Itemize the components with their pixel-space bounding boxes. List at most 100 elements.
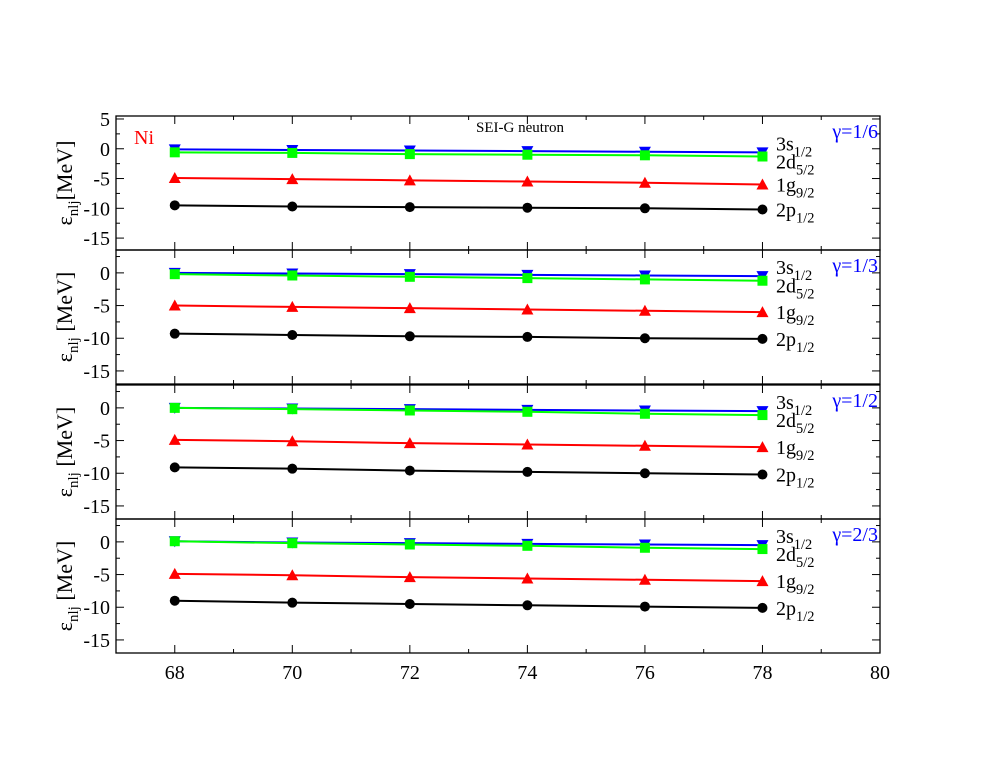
panel-4-label-1g9-2: 1g9/2 <box>776 571 814 598</box>
panel-1-series-2d5-2-point <box>404 149 415 160</box>
panel-4-ytick-label: -15 <box>83 630 110 652</box>
panel-4-label-1g9-2-subscript: 9/2 <box>796 582 814 598</box>
panel-2-series-1g9-2-point <box>168 299 181 311</box>
panel-4-series-1g9-2-point <box>403 571 416 583</box>
panel-1-series-2d5-2-point <box>287 147 298 158</box>
panel-2-series-1g9-2-point <box>521 303 534 315</box>
panel-4-label-3s1-2: 3s1/2 <box>776 526 812 553</box>
panel-4-series-2p1-2-point <box>404 598 415 609</box>
panel-2-label-1g9-2: 1g9/2 <box>776 302 814 329</box>
panel-1-series-3s1-2-line <box>174 148 763 154</box>
panel-4-label-2d5-2-subscript: 5/2 <box>796 555 814 571</box>
ylabel-epsilon: ε <box>52 353 77 362</box>
panel-4-label-1g9-2-main: 1g <box>776 571 796 593</box>
panel-3-series-2d5-2-point <box>404 405 415 416</box>
panel-2-label-1g9-2-subscript: 9/2 <box>796 313 814 329</box>
panel-3-ytick-label: -10 <box>83 463 110 485</box>
panel-3-series-2p1-2-point <box>287 463 298 474</box>
panel-2-series-1g9-2-point <box>403 302 416 314</box>
panel-3-label-2d5-2-subscript: 5/2 <box>796 421 814 437</box>
panel-4-series-2d5-2-point <box>757 544 768 555</box>
panel-4-label-3s1-2-subscript: 1/2 <box>794 537 812 553</box>
panel-2-series-1g9-2-point <box>756 306 769 318</box>
panel-4-ylabel: εnlj [MeV] <box>52 541 82 631</box>
panel-4-ytick-label: -5 <box>93 565 110 587</box>
panel-4-series-2p1-2-line <box>174 599 763 609</box>
panel-3-series-2p1-2-point <box>757 469 768 480</box>
panel-3-series-1g9-2-point <box>286 435 299 447</box>
xtick-label: 78 <box>752 662 772 684</box>
panel-2-ytick-label: 0 <box>100 263 110 285</box>
panel-2-series-2p1-2-point <box>404 331 415 342</box>
panel-4-label-3s1-2-main: 3s <box>776 526 794 548</box>
panel-3-series-1g9-2-point <box>521 438 534 450</box>
panel-4-series-2p1-2-point <box>639 601 650 612</box>
panel-3-gamma-label: γ=1/2 <box>831 390 878 412</box>
panel-3-series-1g9-2-point <box>403 437 416 449</box>
panel-4-ytick-label: -10 <box>83 597 110 619</box>
panel-3-ytick-label: -5 <box>93 431 110 453</box>
panel-2-label-3s1-2: 3s1/2 <box>776 257 812 284</box>
panel-1-series-1g9-2-line <box>174 176 763 186</box>
panel-1-series-1g9-2-point <box>286 173 299 185</box>
ylabel-unit: [MeV] <box>52 407 77 472</box>
panel-1-label-2p1-2: 2p1/2 <box>776 200 814 227</box>
panel-3-series-2d5-2-point <box>169 402 180 413</box>
panel-1-label-2d5-2-subscript: 5/2 <box>796 162 814 178</box>
panel-3-ytick-label: -15 <box>83 496 110 518</box>
panel-1-label-1g9-2-main: 1g <box>776 174 796 196</box>
panel-2-series-3s1-2-line <box>174 271 763 278</box>
panel-1-label-2d5-2-main: 2d <box>776 151 796 173</box>
panel-1-series-2p1-2-point <box>639 203 650 214</box>
panel-3-series-1g9-2-line <box>174 438 763 449</box>
panel-2-series-1g9-2-point <box>286 300 299 312</box>
panel-3-label-3s1-2-main: 3s <box>776 392 794 414</box>
panel-4-label-2d5-2-main: 2d <box>776 544 796 566</box>
panel-4-label-2p1-2-main: 2p <box>776 598 796 620</box>
panel-4-series-2d5-2-point <box>522 540 533 551</box>
panel-2-series-2d5-2-point <box>169 269 180 280</box>
panel-1-series-2d5-2-point <box>169 147 180 158</box>
panel-1-ylabel: εnlj[MeV] <box>52 141 82 226</box>
panel-3-label-2p1-2: 2p1/2 <box>776 465 814 492</box>
panel-2-series-2p1-2-point <box>757 333 768 344</box>
ylabel-unit: [MeV] <box>52 272 77 337</box>
panel-2-gamma-label: γ=1/3 <box>831 255 878 277</box>
panel-2-ytick-label: -5 <box>93 296 110 318</box>
xtick-label: 68 <box>165 662 185 684</box>
ylabel-subscript: nlj <box>66 606 82 622</box>
panel-2-frame <box>115 249 881 385</box>
panel-2-ytick-label: -15 <box>83 361 110 383</box>
panel-1-series-2p1-2-point <box>169 200 180 211</box>
element-label: Ni <box>134 127 154 149</box>
panel-2-label-2d5-2-subscript: 5/2 <box>796 287 814 303</box>
xtick-label: 74 <box>517 662 537 684</box>
panel-3-series-2p1-2-point <box>169 462 180 473</box>
panel-2-series-2d5-2-point <box>639 274 650 285</box>
panel-3-series-2p1-2-point <box>522 466 533 477</box>
panel-3-label-1g9-2: 1g9/2 <box>776 437 814 464</box>
panel-2-label-3s1-2-subscript: 1/2 <box>794 268 812 284</box>
panel-1-label-2p1-2-subscript: 1/2 <box>796 211 814 227</box>
panel-2-series-2p1-2-point <box>169 328 180 339</box>
panel-4-series-2d5-2-point <box>287 538 298 549</box>
ylabel-unit: [MeV] <box>52 141 77 201</box>
panel-4-series-2p1-2-point <box>757 602 768 613</box>
ylabel-epsilon: ε <box>52 622 77 631</box>
panel-3-series-1g9-2-point <box>638 439 651 451</box>
panel-3-label-3s1-2-subscript: 1/2 <box>794 403 812 419</box>
panel-1-label-3s1-2-subscript: 1/2 <box>794 144 812 160</box>
panel-4-frame <box>115 518 881 654</box>
panel-2-series-2d5-2-line <box>174 273 763 282</box>
panel-3-series-2d5-2-point <box>522 406 533 417</box>
panel-1-ytick-label: -10 <box>83 198 110 220</box>
panel-3-series-2d5-2-point <box>287 404 298 415</box>
panel-1-series-2p1-2-point <box>287 201 298 212</box>
panel-1-ytick-label: -5 <box>93 169 110 191</box>
panel-2-series-1g9-2-line <box>174 304 763 314</box>
panel-1-series-2d5-2-point <box>757 151 768 162</box>
chart-title: SEI-G neutron <box>476 120 564 136</box>
panel-2-series-2p1-2-point <box>287 329 298 340</box>
